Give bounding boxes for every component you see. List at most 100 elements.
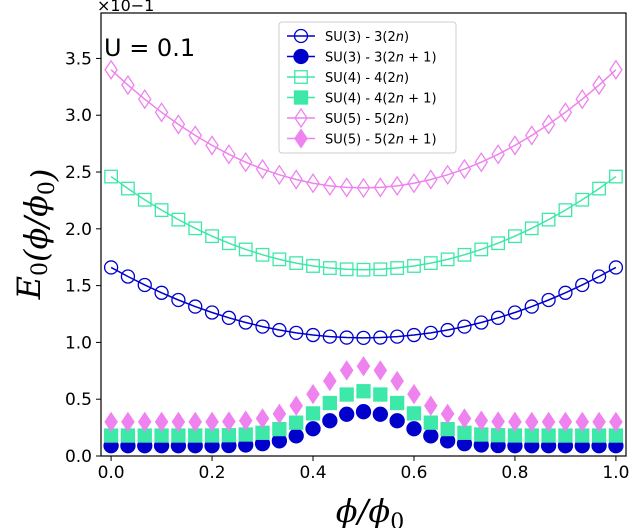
data-point bbox=[137, 277, 152, 293]
y-tick-label: 2.5 bbox=[65, 163, 92, 183]
legend-item: SU(4) - 4(2n + 1) bbox=[287, 90, 437, 107]
data-point bbox=[306, 173, 320, 194]
data-point bbox=[558, 285, 573, 300]
data-point bbox=[491, 144, 505, 165]
data-point bbox=[204, 305, 220, 320]
data-point bbox=[188, 411, 203, 433]
data-point bbox=[255, 319, 270, 334]
x-axis-title: ϕ/ϕ0 bbox=[336, 492, 404, 528]
data-point bbox=[306, 383, 320, 405]
data-point bbox=[372, 406, 388, 422]
data-point bbox=[524, 221, 539, 236]
data-point bbox=[154, 102, 169, 123]
x-tick-label: 0.4 bbox=[299, 463, 326, 483]
data-point bbox=[440, 322, 455, 338]
series-0 bbox=[103, 260, 624, 346]
series-line bbox=[110, 266, 617, 339]
legend-label: SU(4) - 4(2n) bbox=[325, 71, 409, 86]
data-point bbox=[423, 325, 438, 341]
series-5 bbox=[104, 356, 623, 433]
data-point bbox=[541, 411, 556, 433]
data-point bbox=[305, 406, 321, 421]
legend-item: SU(3) - 3(2n + 1) bbox=[287, 48, 437, 66]
data-point bbox=[356, 262, 371, 277]
legend-label: SU(3) - 3(2n + 1) bbox=[325, 51, 437, 66]
data-point bbox=[373, 360, 388, 381]
data-point bbox=[171, 212, 186, 227]
annotation-u: U = 0.1 bbox=[104, 34, 195, 62]
y-axis-title: E0(ϕ/ϕ0) bbox=[10, 169, 62, 301]
data-point bbox=[558, 203, 573, 218]
data-point bbox=[137, 192, 152, 207]
y-tick-label: 3.5 bbox=[65, 49, 92, 69]
x-tick-label: 0.0 bbox=[98, 463, 125, 483]
data-point bbox=[558, 411, 573, 433]
data-point bbox=[457, 319, 472, 334]
data-point bbox=[121, 74, 135, 96]
data-point bbox=[541, 212, 556, 227]
x-axis: 0.0 0.2 0.4 0.6 0.8 1.0 bbox=[98, 456, 629, 483]
x-tick-label: 1.0 bbox=[602, 463, 629, 483]
data-point bbox=[390, 395, 405, 411]
data-point bbox=[423, 428, 439, 444]
data-point bbox=[121, 181, 135, 196]
data-point bbox=[608, 260, 624, 275]
data-point bbox=[154, 285, 169, 300]
data-point bbox=[373, 387, 388, 402]
legend-item: SU(5) - 5(2n + 1) bbox=[287, 128, 437, 149]
legend-item: SU(5) - 5(2n) bbox=[287, 107, 409, 129]
data-point bbox=[440, 403, 455, 425]
data-point bbox=[424, 395, 438, 416]
data-point bbox=[222, 411, 236, 432]
y-axis: 0.0 0.5 1.0 1.5 2.0 2.5 3.0 3.5 bbox=[65, 49, 101, 467]
data-point bbox=[609, 411, 623, 433]
data-point bbox=[294, 107, 308, 129]
data-point bbox=[322, 329, 337, 344]
data-point bbox=[491, 411, 505, 432]
y-scale-label: ×10−1 bbox=[97, 0, 154, 15]
legend-frame bbox=[278, 21, 457, 154]
y-tick-label: 2.0 bbox=[65, 220, 92, 240]
series-layer bbox=[103, 59, 624, 454]
series-2 bbox=[104, 169, 623, 277]
data-point bbox=[289, 325, 304, 341]
data-point bbox=[171, 114, 186, 135]
data-point bbox=[339, 262, 354, 277]
data-point bbox=[289, 395, 303, 416]
data-point bbox=[238, 315, 253, 330]
data-point bbox=[389, 413, 405, 429]
data-point bbox=[322, 413, 338, 429]
legend-item: SU(4) - 4(2n) bbox=[287, 70, 409, 86]
data-point bbox=[121, 411, 135, 433]
x-tick-label: 0.2 bbox=[199, 463, 226, 483]
data-point bbox=[322, 261, 337, 275]
data-point bbox=[356, 384, 371, 399]
legend-label: SU(4) - 4(2n + 1) bbox=[325, 92, 437, 107]
data-point bbox=[120, 269, 136, 284]
data-point bbox=[356, 330, 371, 346]
data-point bbox=[558, 102, 573, 123]
series-line bbox=[110, 175, 617, 271]
series-line bbox=[110, 69, 617, 189]
data-point bbox=[171, 292, 186, 308]
legend-item: SU(3) - 3(2n) bbox=[287, 28, 409, 45]
data-point bbox=[355, 404, 372, 420]
data-point bbox=[575, 89, 590, 110]
data-point bbox=[457, 408, 472, 429]
data-point bbox=[293, 48, 309, 65]
y-tick-label: 0.0 bbox=[65, 447, 92, 467]
data-point bbox=[575, 411, 590, 433]
data-point bbox=[373, 262, 388, 277]
data-point bbox=[205, 135, 219, 156]
data-point bbox=[591, 269, 607, 284]
data-point bbox=[406, 406, 422, 421]
data-point bbox=[272, 322, 287, 338]
data-point bbox=[104, 59, 118, 80]
data-point bbox=[323, 370, 337, 392]
data-point bbox=[356, 356, 371, 377]
y-tick-label: 0.5 bbox=[65, 390, 92, 410]
data-point bbox=[524, 299, 539, 314]
data-point bbox=[390, 261, 405, 275]
data-point bbox=[474, 152, 489, 173]
legend: SU(3) - 3(2n) SU(3) - 3(2n + 1) SU(4) - 4(… bbox=[278, 21, 457, 154]
